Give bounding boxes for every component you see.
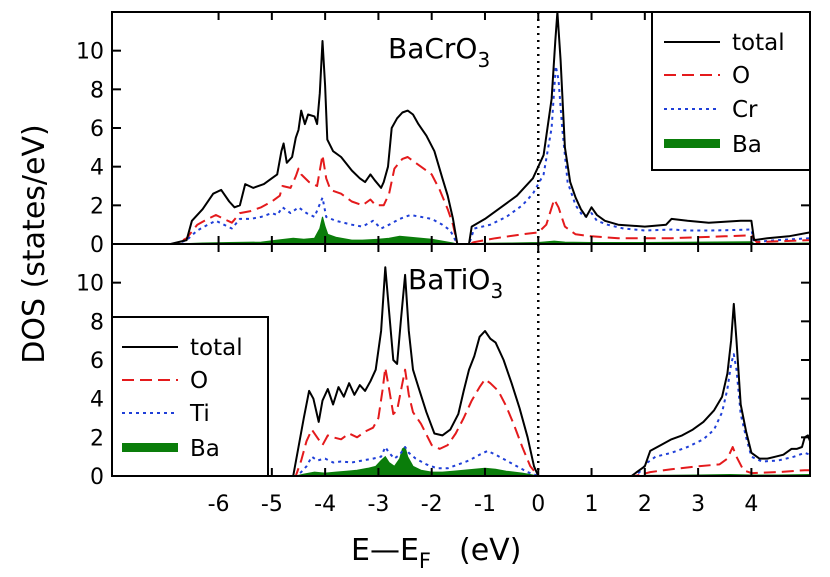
panel-bacro3: 0 2 4 6 8 10 BaCrO3 total O Cr Ba bbox=[76, 11, 811, 258]
y-tick-label-top: 8 bbox=[90, 78, 104, 103]
x-tick-label: 0 bbox=[531, 492, 545, 517]
legend-label-ba-bottom: Ba bbox=[190, 436, 220, 462]
panel-title-bacro3: BaCrO3 bbox=[388, 32, 490, 72]
panel-title-batio3: BaTiO3 bbox=[408, 263, 503, 303]
y-tick-label-bottom: 4 bbox=[90, 388, 104, 413]
series-total-top bbox=[112, 12, 810, 244]
y-tick-label-top: 10 bbox=[76, 40, 104, 65]
legend-label-ba-top: Ba bbox=[732, 132, 762, 158]
legend-label-cr-top: Cr bbox=[732, 97, 758, 123]
y-tick-label-bottom: 6 bbox=[90, 349, 104, 374]
y-tick-label-top: 6 bbox=[90, 117, 104, 142]
x-tick-label: -3 bbox=[367, 492, 389, 517]
y-tick-label-bottom: 8 bbox=[90, 310, 104, 335]
legend-label-o-top: O bbox=[732, 63, 750, 89]
y-tick-label-top: 2 bbox=[90, 194, 104, 219]
x-axis-title: E—EF (eV) bbox=[351, 533, 521, 573]
legend-label-total-top: total bbox=[732, 30, 785, 56]
legend-label-o-bottom: O bbox=[190, 368, 208, 394]
x-tick-label: -2 bbox=[421, 492, 443, 517]
legend-swatch-ba-bottom bbox=[122, 443, 178, 452]
x-tick-label: -4 bbox=[314, 492, 336, 517]
legend-label-ti-bottom: Ti bbox=[189, 401, 210, 427]
series-o-top bbox=[112, 154, 810, 244]
legend-top: total O Cr Ba bbox=[651, 11, 811, 171]
y-tick-label-top: 4 bbox=[90, 156, 104, 181]
y-tick-label-top: 0 bbox=[90, 233, 104, 258]
legend-bottom: total O Ti Ba bbox=[111, 316, 269, 477]
series-total-bottom bbox=[112, 266, 810, 476]
legend-label-total-bottom: total bbox=[190, 335, 243, 361]
x-tick-label: -1 bbox=[474, 492, 496, 517]
legend-swatch-ba-top bbox=[664, 139, 720, 148]
x-tick-label: 1 bbox=[585, 492, 599, 517]
y-axis-title: DOS (states/eV) bbox=[17, 124, 52, 363]
y-tick-label-bottom: 0 bbox=[90, 465, 104, 490]
panel-batio3: 0 2 4 6 8 10 BaTiO3 total O Ti Ba bbox=[76, 243, 811, 490]
x-tick-label: 3 bbox=[691, 492, 705, 517]
x-tick-label: 2 bbox=[638, 492, 652, 517]
series-ba-top bbox=[112, 216, 810, 244]
y-tick-label-bottom: 10 bbox=[76, 272, 104, 297]
x-tick-labels: -6 -5 -4 -3 -2 -1 0 1 2 3 4 bbox=[208, 492, 759, 517]
x-tick-label: 4 bbox=[744, 492, 758, 517]
x-tick-label: -5 bbox=[261, 492, 283, 517]
x-tick-label: -6 bbox=[208, 492, 230, 517]
y-tick-label-bottom: 2 bbox=[90, 426, 104, 451]
series-o-bottom bbox=[112, 366, 810, 476]
